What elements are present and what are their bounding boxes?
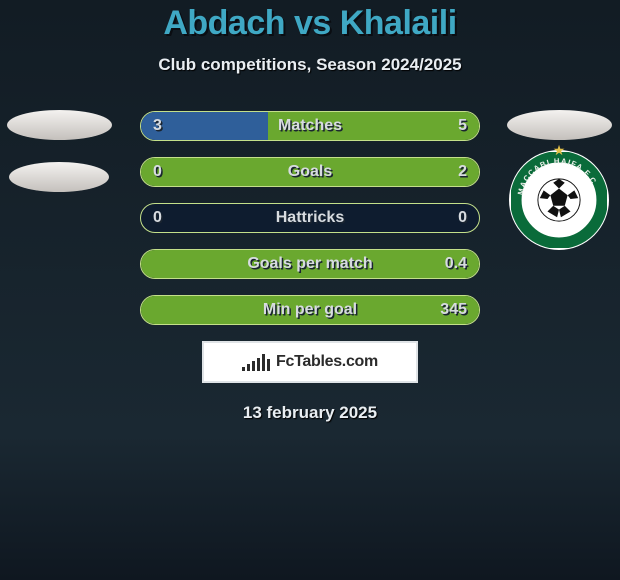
player-right-avatar: ★ MACCABI HAIFA F.C <box>504 110 614 270</box>
stat-row-matches: 3 Matches 5 <box>140 111 480 141</box>
stat-value-left: 0 <box>153 209 162 227</box>
date-text: 13 february 2025 <box>0 403 620 423</box>
stat-label: Hattricks <box>141 209 479 227</box>
stat-row-min-per-goal: Min per goal 345 <box>140 295 480 325</box>
stat-row-goals: 0 Goals 2 <box>140 157 480 187</box>
brand-bars-icon <box>242 353 270 371</box>
stat-value-right: 0 <box>458 209 467 227</box>
bar-right <box>141 250 479 278</box>
stats-container: 3 Matches 5 0 Goals 2 0 Hattricks 0 Goal… <box>140 111 480 325</box>
bar-right <box>141 296 479 324</box>
bar-right <box>141 158 479 186</box>
avatar-head-placeholder <box>507 110 612 140</box>
bar-right <box>268 112 479 140</box>
club-badge-svg: MACCABI HAIFA F.C <box>511 152 607 248</box>
club-badge-maccabi-haifa: ★ MACCABI HAIFA F.C <box>509 150 609 250</box>
page-title: Abdach vs Khalaili <box>0 4 620 43</box>
header: Abdach vs Khalaili Club competitions, Se… <box>0 0 620 75</box>
bar-left <box>141 112 268 140</box>
subtitle: Club competitions, Season 2024/2025 <box>0 55 620 75</box>
brand-box: FcTables.com <box>202 341 418 383</box>
avatar-head-placeholder <box>7 110 112 140</box>
player-left-avatar <box>4 110 114 270</box>
stat-row-goals-per-match: Goals per match 0.4 <box>140 249 480 279</box>
stat-row-hattricks: 0 Hattricks 0 <box>140 203 480 233</box>
avatar-body-placeholder <box>9 162 109 192</box>
star-icon: ★ <box>553 142 566 159</box>
brand-text: FcTables.com <box>276 353 378 371</box>
